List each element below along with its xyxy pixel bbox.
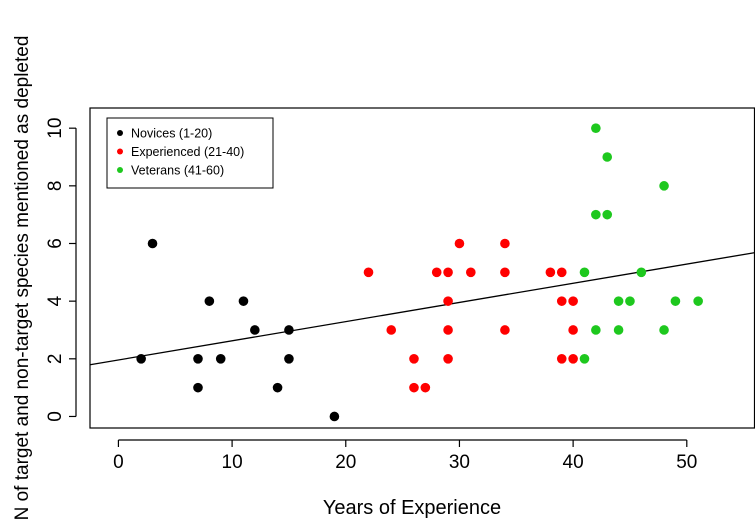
data-point-series-2 xyxy=(613,296,624,306)
data-point-series-1 xyxy=(443,267,453,278)
data-point-series-2 xyxy=(591,123,601,133)
y-tick-label: 6 xyxy=(45,238,66,249)
data-point-series-1 xyxy=(363,267,374,278)
data-point-series-2 xyxy=(659,181,669,191)
data-point-series-2 xyxy=(602,152,613,162)
data-point-series-2 xyxy=(693,296,703,306)
data-point-series-0 xyxy=(193,354,203,364)
data-point-series-1 xyxy=(386,325,397,335)
data-point-series-2 xyxy=(625,296,635,306)
data-point-series-2 xyxy=(579,267,590,278)
data-point-series-1 xyxy=(500,238,510,249)
data-point-series-1 xyxy=(409,354,419,364)
data-point-series-1 xyxy=(545,267,556,278)
data-point-series-1 xyxy=(466,267,476,278)
x-tick-label: 40 xyxy=(563,452,584,473)
data-point-series-1 xyxy=(568,296,578,306)
data-point-series-0 xyxy=(147,238,158,249)
data-point-series-2 xyxy=(659,325,669,335)
data-point-series-1 xyxy=(443,354,453,364)
data-point-series-2 xyxy=(670,296,681,306)
data-point-series-1 xyxy=(454,238,465,249)
data-point-series-1 xyxy=(568,354,578,364)
data-point-series-1 xyxy=(431,267,442,278)
data-point-series-2 xyxy=(579,354,590,364)
data-point-series-2 xyxy=(591,325,601,335)
legend-marker xyxy=(117,148,123,155)
legend-marker xyxy=(117,130,123,136)
data-point-series-1 xyxy=(568,325,578,335)
data-point-series-1 xyxy=(443,325,453,335)
data-point-series-0 xyxy=(272,382,283,393)
data-point-series-0 xyxy=(238,296,249,306)
y-tick-label: 4 xyxy=(45,295,66,306)
y-tick-label: 8 xyxy=(45,181,66,192)
data-point-series-1 xyxy=(500,267,510,278)
data-point-series-2 xyxy=(591,209,601,220)
data-point-series-1 xyxy=(409,382,419,393)
legend: Novices (1-20) Experienced (21-40) Veteran… xyxy=(106,117,274,189)
y-tick-label: 10 xyxy=(45,118,66,139)
x-tick-label: 30 xyxy=(449,452,470,473)
legend-label: Novices (1-20) xyxy=(131,127,212,141)
data-point-series-2 xyxy=(636,267,647,278)
data-point-series-0 xyxy=(284,325,294,335)
legend-label: Veterans (41-60) xyxy=(131,164,224,178)
data-point-series-0 xyxy=(250,325,260,335)
data-point-series-0 xyxy=(193,382,203,393)
legend-marker xyxy=(117,167,123,173)
legend-label: Experienced (21-40) xyxy=(131,145,244,159)
data-point-series-0 xyxy=(204,296,215,306)
x-axis-label: Years of Experience xyxy=(323,497,501,519)
legend-box xyxy=(106,117,274,189)
x-tick-label: 10 xyxy=(222,452,243,473)
x-tick-label: 20 xyxy=(335,452,356,473)
data-point-series-1 xyxy=(556,354,567,364)
data-point-series-1 xyxy=(556,296,567,306)
data-point-series-2 xyxy=(602,209,613,220)
data-point-series-0 xyxy=(329,411,340,422)
y-tick-label: 0 xyxy=(45,411,66,422)
y-axis-label: N of target and non-target species menti… xyxy=(12,36,33,521)
y-tick-label: 2 xyxy=(45,354,66,365)
data-point-series-0 xyxy=(136,354,146,364)
data-point-series-0 xyxy=(284,354,294,364)
data-point-series-1 xyxy=(556,267,567,278)
data-point-series-1 xyxy=(443,296,453,306)
x-tick-label: 50 xyxy=(676,452,697,473)
data-point-series-2 xyxy=(613,325,624,335)
data-point-series-0 xyxy=(215,354,226,364)
data-point-series-1 xyxy=(420,382,431,393)
x-tick-label: 0 xyxy=(113,452,124,473)
data-point-series-1 xyxy=(500,325,510,335)
